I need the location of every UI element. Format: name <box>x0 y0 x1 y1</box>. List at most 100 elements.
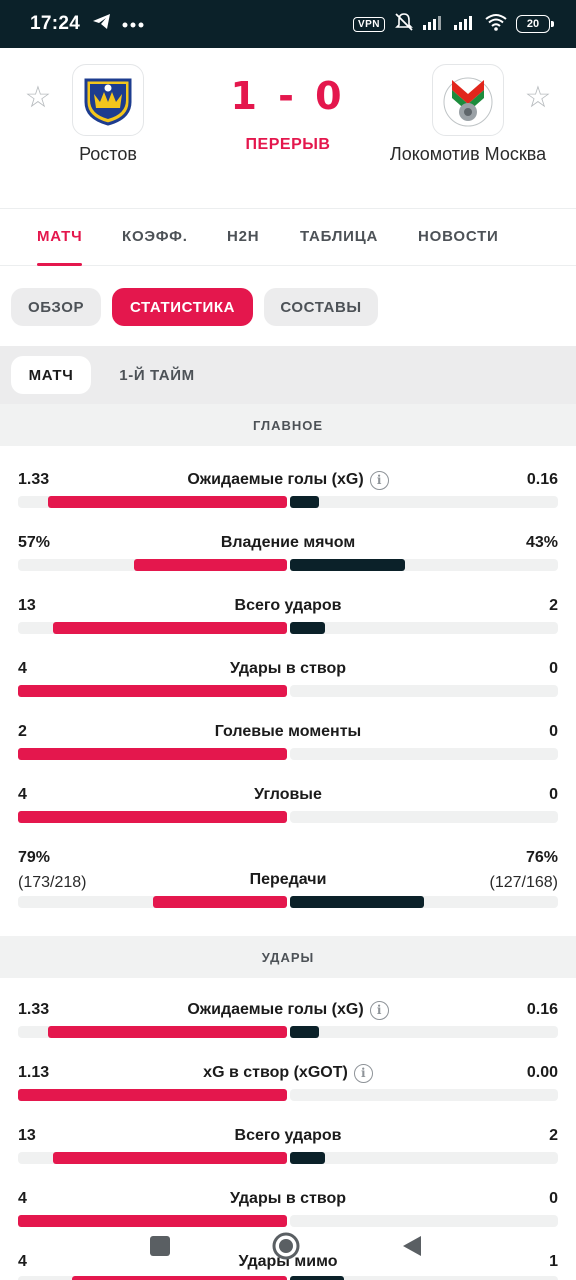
stat-label: Удары в створ <box>229 660 347 677</box>
home-bar-fill <box>152 896 287 908</box>
stat-label: Ожидаемые голы (xG) <box>187 1001 364 1018</box>
match-status: ПЕРЕРЫВ <box>245 136 331 153</box>
away-bar <box>290 559 558 571</box>
home-value: 4 <box>18 660 27 677</box>
away-value: 0 <box>549 723 558 740</box>
home-bar-fill <box>18 748 287 760</box>
home-bar-fill <box>18 811 287 823</box>
tab-table[interactable]: ТАБЛИЦА <box>300 228 379 245</box>
away-bar-fill <box>290 1152 325 1164</box>
away-bar-fill <box>290 622 325 634</box>
period-first-half[interactable]: 1-Й ТАЙМ <box>119 366 195 384</box>
home-value: 1.33 <box>18 1001 50 1018</box>
away-sub-value: (127/168) <box>489 874 559 891</box>
battery-indicator: 20 <box>516 15 554 33</box>
telegram-icon <box>92 13 112 36</box>
away-bar <box>290 1215 558 1227</box>
match-score: 1 - 0 <box>230 74 346 118</box>
tab-odds[interactable]: КОЭФФ. <box>122 228 188 245</box>
away-value: 0 <box>549 1190 558 1207</box>
home-value: 13 <box>18 597 36 614</box>
home-bar-fill <box>52 1152 287 1164</box>
home-bar <box>18 496 287 508</box>
home-bar-fill <box>133 559 287 571</box>
info-icon[interactable]: i <box>369 470 389 490</box>
stat-label: Передачи <box>249 871 327 888</box>
tab-news[interactable]: НОВОСТИ <box>418 228 499 245</box>
away-bar <box>290 1276 558 1280</box>
home-bar <box>18 748 287 760</box>
away-value: 0.00 <box>526 1064 558 1081</box>
home-value: 4 <box>18 786 27 803</box>
stat-label: Владение мячом <box>220 534 356 551</box>
vpn-badge: VPN <box>352 16 385 32</box>
info-icon[interactable]: i <box>353 1063 373 1083</box>
stat-label: Удары в створ <box>229 1190 347 1207</box>
home-sub-value: (173/218) <box>18 874 87 891</box>
away-team-logo[interactable] <box>432 64 504 136</box>
wifi-icon <box>485 13 507 36</box>
section-header-shots: УДАРЫ <box>0 936 576 978</box>
home-team-logo[interactable] <box>72 64 144 136</box>
match-header: ☆ Ростов 1 - 0 ПЕРЕРЫВ Локомотив Москва … <box>0 48 576 208</box>
away-bar <box>290 896 558 908</box>
more-icon <box>122 15 144 33</box>
tab-match[interactable]: МАТЧ <box>37 209 83 266</box>
stat-label: Угловые <box>254 786 322 803</box>
home-icon[interactable] <box>266 1226 306 1266</box>
subtab-overview[interactable]: ОБЗОР <box>11 288 101 326</box>
away-bar <box>290 1152 558 1164</box>
home-bar <box>18 1152 287 1164</box>
away-bar <box>290 1089 558 1101</box>
home-bar-fill <box>47 1026 287 1038</box>
home-bar <box>18 1026 287 1038</box>
favorite-away-star-icon[interactable]: ☆ <box>524 81 552 114</box>
info-icon[interactable]: i <box>369 1000 389 1020</box>
tab-h2h[interactable]: H2H <box>227 228 260 245</box>
status-bar: 17:24 VPN 20 <box>0 0 576 48</box>
home-bar <box>18 1276 287 1280</box>
back-icon[interactable] <box>392 1226 432 1266</box>
away-value: 76% <box>525 849 558 866</box>
home-bar <box>18 811 287 823</box>
match-tabs: МАТЧ КОЭФФ. H2H ТАБЛИЦА НОВОСТИ <box>0 208 576 266</box>
home-bar <box>18 896 287 908</box>
home-bar <box>18 685 287 697</box>
away-value: 2 <box>549 597 558 614</box>
away-value: 1 <box>549 1253 558 1270</box>
recents-icon[interactable] <box>140 1226 180 1266</box>
home-bar-fill <box>52 622 287 634</box>
period-selector: МАТЧ 1-Й ТАЙМ <box>0 346 576 404</box>
away-value: 43% <box>525 534 558 551</box>
favorite-home-star-icon[interactable]: ☆ <box>24 81 52 114</box>
stat-label: Голевые моменты <box>214 723 362 740</box>
away-team-name[interactable]: Локомотив Москва <box>389 144 547 164</box>
away-bar <box>290 748 558 760</box>
away-bar-fill <box>290 496 320 508</box>
home-bar-fill <box>18 1089 287 1101</box>
subtabs: ОБЗОР СТАТИСТИКА СОСТАВЫ <box>0 266 576 346</box>
section-header-main: ГЛАВНОЕ <box>0 404 576 446</box>
away-value: 0 <box>549 660 558 677</box>
clock: 17:24 <box>30 13 81 34</box>
away-bar-fill <box>290 1026 320 1038</box>
subtab-statistics[interactable]: СТАТИСТИКА <box>112 288 253 326</box>
home-value: 4 <box>18 1253 27 1270</box>
home-bar <box>18 1089 287 1101</box>
home-value: 79% <box>18 849 51 866</box>
away-bar <box>290 685 558 697</box>
away-value: 0 <box>549 786 558 803</box>
subtab-lineups[interactable]: СОСТАВЫ <box>264 288 378 326</box>
away-bar <box>290 811 558 823</box>
mute-icon <box>394 12 414 37</box>
home-bar-fill <box>18 685 287 697</box>
stat-label: Удары мимо <box>238 1253 338 1270</box>
away-bar-fill <box>290 559 406 571</box>
home-value: 13 <box>18 1127 36 1144</box>
away-bar <box>290 1026 558 1038</box>
home-bar-fill <box>18 1215 287 1227</box>
period-match[interactable]: МАТЧ <box>11 356 91 394</box>
signal-icon <box>423 14 445 35</box>
home-team-name[interactable]: Ростов <box>79 144 137 164</box>
stat-label: xG в створ (xGOT) <box>203 1064 348 1081</box>
